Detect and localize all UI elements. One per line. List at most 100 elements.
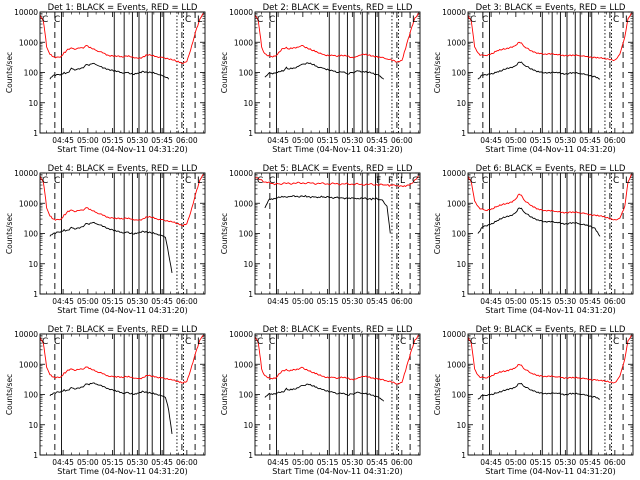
corner-label: C: [54, 176, 60, 186]
events-series-line: [264, 194, 391, 234]
corner-label: L: [625, 15, 630, 25]
corner-label: F: [376, 176, 381, 186]
corner-label: C: [185, 176, 191, 186]
corner-label: L: [197, 337, 202, 347]
lld-series-line: [255, 13, 419, 63]
corner-label: C: [482, 176, 488, 186]
corner-label: C: [257, 176, 263, 186]
x-tick-label: 05:00: [77, 458, 99, 467]
y-tick-label: 100: [452, 230, 467, 239]
lld-series-line: [255, 175, 419, 188]
plot-frame: [467, 11, 634, 134]
corner-label: L: [625, 176, 630, 186]
events-series-line: [477, 207, 601, 237]
y-axis-label: Counts/sec: [5, 52, 14, 93]
x-tick-label: 05:15: [317, 458, 339, 467]
y-tick-label: 10: [456, 99, 466, 108]
series-group: [40, 174, 204, 273]
corner-label: C: [400, 337, 406, 347]
y-tick-label: 1: [461, 451, 466, 460]
x-tick-label: 05:00: [77, 136, 99, 145]
corner-label: C: [482, 15, 488, 25]
x-tick-label: 06:00: [391, 458, 413, 467]
y-tick-label: 1000: [234, 360, 253, 369]
corner-label: C: [482, 337, 488, 347]
x-tick-label: 05:30: [127, 458, 149, 467]
x-tick-label: 05:00: [292, 136, 314, 145]
x-tick-label: 06:00: [604, 136, 626, 145]
x-tick-label: 06:00: [176, 297, 198, 306]
series-group: [255, 175, 419, 234]
x-tick-label: 05:45: [151, 136, 173, 145]
series-group: [468, 13, 632, 80]
lld-series-line: [468, 174, 632, 221]
detector-panel: Det 3: BLACK = Events, RED = LLD 1 10 100 10…: [433, 3, 634, 154]
y-tick-label: 100: [239, 69, 254, 78]
y-tick-label: 1000: [19, 199, 38, 208]
corner-label: L: [625, 337, 630, 347]
x-tick-label: 05:45: [151, 297, 173, 306]
x-tick-label: 05:45: [579, 458, 601, 467]
y-tick-label: 10000: [229, 330, 253, 339]
panel-title: Det 3: BLACK = Events, RED = LLD: [476, 3, 626, 13]
y-tick-label: 1: [248, 451, 253, 460]
events-series-line: [264, 62, 385, 80]
x-tick-label: 05:30: [342, 136, 364, 145]
detector-panel: Det 6: BLACK = Events, RED = LLD 1 10 100 10…: [433, 164, 634, 315]
corner-label: C: [269, 337, 275, 347]
corner-label: C: [185, 337, 191, 347]
y-tick-label: 10: [456, 260, 466, 269]
series-group: [255, 13, 419, 80]
corner-label: C: [470, 15, 476, 25]
y-tick-label: 1: [248, 129, 253, 138]
plot-frame: [39, 172, 206, 295]
corner-label: L: [197, 176, 202, 186]
y-tick-label: 100: [452, 391, 467, 400]
x-tick-label: 05:30: [127, 297, 149, 306]
corner-label: C: [42, 337, 48, 347]
events-series-line: [49, 221, 173, 273]
x-axis-label: Start Time (04-Nov-11 04:31:20): [57, 467, 187, 476]
y-tick-label: 100: [239, 391, 254, 400]
panel-title: Det 4: BLACK = Events, RED = LLD: [48, 164, 198, 174]
panel-title: Det 8: BLACK = Events, RED = LLD: [263, 325, 413, 335]
y-axis-label: Counts/sec: [5, 374, 14, 415]
detector-panel: Det 2: BLACK = Events, RED = LLD 1 10 100 10…: [220, 3, 421, 154]
y-tick-label: 10000: [442, 8, 466, 17]
x-tick-label: 05:30: [555, 136, 577, 145]
y-tick-label: 1: [33, 290, 38, 299]
y-axis-label: Counts/sec: [433, 213, 442, 254]
x-tick-label: 04:45: [267, 458, 289, 467]
y-tick-label: 10000: [14, 8, 38, 17]
detector-panel: Det 7: BLACK = Events, RED = LLD 1 10 100 10…: [5, 325, 206, 476]
x-axis-label: Start Time (04-Nov-11 04:31:20): [272, 467, 402, 476]
corner-label: C: [613, 176, 619, 186]
lld-series-line: [468, 335, 632, 384]
y-tick-label: 100: [24, 391, 39, 400]
y-tick-label: 1000: [19, 38, 38, 47]
x-tick-label: 04:45: [480, 297, 502, 306]
corner-label: C: [185, 15, 191, 25]
marker-lines: [269, 12, 411, 133]
events-series-line: [477, 61, 601, 80]
y-axis-label: Counts/sec: [433, 374, 442, 415]
plot-frame: [254, 333, 421, 456]
panel-title: Det 2: BLACK = Events, RED = LLD: [263, 3, 413, 13]
y-tick-label: 1000: [19, 360, 38, 369]
x-tick-label: 05:45: [579, 136, 601, 145]
detector-panel: Det 1: BLACK = Events, RED = LLD 1 10 100 10…: [5, 3, 206, 154]
events-series-line: [477, 382, 601, 400]
y-tick-label: 10: [28, 260, 38, 269]
x-tick-label: 04:45: [480, 136, 502, 145]
panel-title: Det 9: BLACK = Events, RED = LLD: [476, 325, 626, 335]
x-axis-label: Start Time (04-Nov-11 04:31:20): [485, 306, 615, 315]
marker-lines: [269, 173, 411, 294]
detector-panel: Det 8: BLACK = Events, RED = LLD 1 10 100 10…: [220, 325, 421, 476]
y-axis-label: Counts/sec: [220, 213, 229, 254]
x-tick-label: 05:15: [317, 136, 339, 145]
y-tick-label: 10000: [442, 330, 466, 339]
y-tick-label: 1000: [234, 199, 253, 208]
corner-label: F: [388, 176, 393, 186]
